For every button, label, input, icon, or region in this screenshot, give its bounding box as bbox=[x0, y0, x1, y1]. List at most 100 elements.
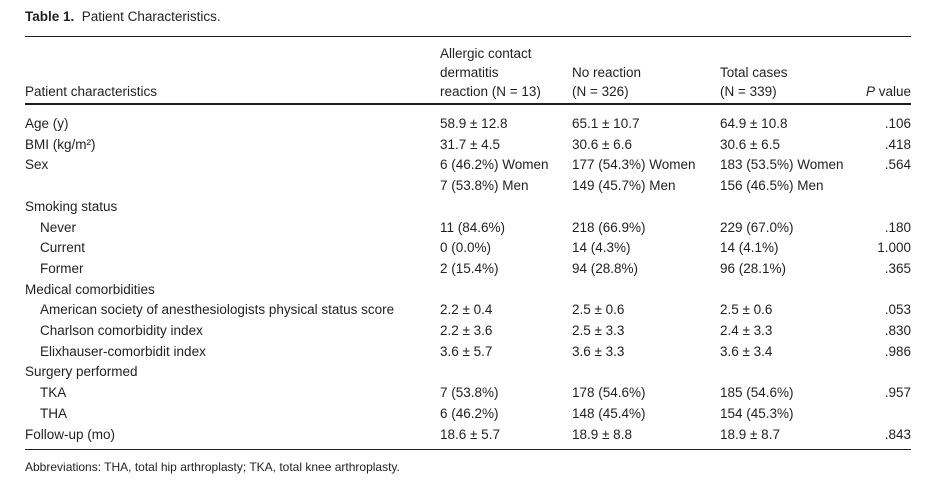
top-rule bbox=[25, 36, 911, 38]
cell-no-reaction: 148 (45.4%) bbox=[572, 405, 646, 421]
header-total-cases: Total cases (N = 339) bbox=[720, 63, 788, 101]
cell-no-reaction: 94 (28.8%) bbox=[572, 260, 639, 276]
cell-allergic: 0 (0.0%) bbox=[440, 240, 492, 256]
row-label: Elixhauser-comorbidit index bbox=[40, 343, 206, 359]
cell-p-value: 1.000 bbox=[877, 240, 911, 256]
cell-total: 30.6 ± 6.5 bbox=[720, 136, 780, 152]
cell-no-reaction: 65.1 ± 10.7 bbox=[572, 116, 640, 131]
table-row: Former 2 (15.4%) 94 (28.8%) 96 (28.1%) .365 bbox=[0, 258, 936, 279]
table-caption: Table 1. Patient Characteristics. bbox=[25, 9, 221, 24]
row-label: Surgery performed bbox=[25, 364, 138, 380]
cell-p-value: .180 bbox=[884, 219, 911, 235]
header-allergic-reaction: Allergic contact dermatitis reaction (N … bbox=[440, 44, 541, 101]
row-label: Age (y) bbox=[25, 116, 69, 131]
cell-p-value: .106 bbox=[884, 116, 911, 131]
header-characteristics: Patient characteristics bbox=[25, 84, 158, 99]
cell-allergic: 58.9 ± 12.8 bbox=[440, 116, 508, 131]
table-row: 7 (53.8%) Men 149 (45.7%) Men 156 (46.5%) … bbox=[0, 175, 936, 196]
header-line: dermatitis bbox=[440, 65, 499, 80]
cell-p-value: .365 bbox=[884, 260, 911, 276]
header-line: Allergic contact bbox=[440, 46, 532, 61]
cell-no-reaction: 14 (4.3%) bbox=[572, 240, 631, 256]
cell-total: 96 (28.1%) bbox=[720, 260, 787, 276]
cell-total: 18.9 ± 8.7 bbox=[720, 426, 780, 442]
cell-total: 64.9 ± 10.8 bbox=[720, 116, 788, 131]
row-label: Former bbox=[40, 260, 84, 276]
table-row: THA 6 (46.2%) 148 (45.4%) 154 (45.3%) bbox=[0, 403, 936, 424]
cell-p-value: .986 bbox=[884, 343, 911, 359]
row-label: TKA bbox=[40, 385, 67, 401]
p-italic: P bbox=[865, 84, 875, 99]
cell-no-reaction: 177 (54.3%) Women bbox=[572, 157, 696, 173]
table-row: Age (y) 58.9 ± 12.8 65.1 ± 10.7 64.9 ± 10.8… bbox=[0, 113, 936, 134]
cell-allergic: 7 (53.8%) Men bbox=[440, 178, 529, 194]
table-label: Table 1. bbox=[25, 9, 75, 24]
cell-total: 14 (4.1%) bbox=[720, 240, 779, 256]
cell-no-reaction: 18.9 ± 8.8 bbox=[572, 426, 632, 442]
table-row: Surgery performed bbox=[0, 361, 936, 382]
header-line: (N = 326) bbox=[572, 84, 629, 99]
table-row: BMI (kg/m²) 31.7 ± 4.5 30.6 ± 6.6 30.6 ± 6.… bbox=[0, 134, 936, 155]
cell-allergic: 11 (84.6%) bbox=[440, 219, 506, 235]
row-label: Charlson comorbidity index bbox=[40, 323, 203, 338]
cell-allergic: 6 (46.2%) Women bbox=[440, 157, 549, 173]
row-label: Sex bbox=[25, 157, 49, 173]
cell-p-value: .053 bbox=[884, 302, 911, 318]
row-label: American society of anesthesiologists ph… bbox=[40, 302, 395, 318]
table-row: Sex 6 (46.2%) Women 177 (54.3%) Women 183 (… bbox=[0, 154, 936, 175]
table-row: Charlson comorbidity index 2.2 ± 3.6 2.5 ±… bbox=[0, 320, 936, 341]
row-label: THA bbox=[40, 405, 67, 421]
header-p-value: P value bbox=[866, 82, 911, 101]
cell-allergic: 2.2 ± 0.4 bbox=[440, 302, 493, 318]
cell-no-reaction: 2.5 ± 0.6 bbox=[572, 302, 625, 318]
row-label: Smoking status bbox=[25, 198, 118, 214]
cell-allergic: 2 (15.4%) bbox=[440, 260, 499, 276]
cell-allergic: 2.2 ± 3.6 bbox=[440, 323, 493, 338]
row-label: BMI (kg/m²) bbox=[25, 136, 96, 152]
cell-p-value: .957 bbox=[884, 385, 911, 401]
cell-no-reaction: 2.5 ± 3.3 bbox=[572, 323, 625, 338]
footnote: Abbreviations: THA, total hip arthroplas… bbox=[25, 460, 400, 474]
row-label: Current bbox=[40, 240, 86, 256]
cell-allergic: 31.7 ± 4.5 bbox=[440, 136, 500, 152]
cell-total: 183 (53.5%) Women bbox=[720, 157, 844, 173]
cell-total: 229 (67.0%) bbox=[720, 219, 794, 235]
header-no-reaction: No reaction (N = 326) bbox=[572, 63, 641, 101]
cell-p-value: .843 bbox=[884, 426, 911, 442]
cell-allergic: 3.6 ± 5.7 bbox=[440, 343, 493, 359]
cell-total: 185 (54.6%) bbox=[720, 385, 794, 401]
cell-allergic: 18.6 ± 5.7 bbox=[440, 426, 500, 442]
bottom-rule bbox=[25, 449, 911, 451]
table-title: Patient Characteristics. bbox=[81, 9, 221, 24]
cell-no-reaction: 218 (66.9%) bbox=[572, 219, 646, 235]
header-rule bbox=[25, 103, 911, 105]
table-row: Never 11 (84.6%) 218 (66.9%) 229 (67.0%) .18… bbox=[0, 217, 936, 238]
cell-allergic: 6 (46.2%) bbox=[440, 405, 499, 421]
row-label: Medical comorbidities bbox=[25, 281, 155, 297]
cell-no-reaction: 149 (45.7%) Men bbox=[572, 178, 676, 194]
header-line: reaction (N = 13) bbox=[440, 84, 541, 99]
cell-total: 2.4 ± 3.3 bbox=[720, 323, 773, 338]
header-line: (N = 339) bbox=[720, 84, 777, 99]
cell-no-reaction: 30.6 ± 6.6 bbox=[572, 136, 632, 152]
cell-no-reaction: 178 (54.6%) bbox=[572, 385, 646, 401]
table-row: Follow-up (mo) 18.6 ± 5.7 18.9 ± 8.8 18.9 ±… bbox=[0, 424, 936, 445]
cell-total: 2.5 ± 0.6 bbox=[720, 302, 773, 318]
cell-p-value: .564 bbox=[884, 157, 911, 173]
cell-no-reaction: 3.6 ± 3.3 bbox=[572, 343, 625, 359]
row-label: Follow-up (mo) bbox=[25, 426, 116, 442]
cell-total: 154 (45.3%) bbox=[720, 405, 794, 421]
table-row: Smoking status bbox=[0, 196, 936, 217]
cell-total: 156 (46.5%) Men bbox=[720, 178, 824, 194]
table-row: American society of anesthesiologists ph… bbox=[0, 299, 936, 320]
p-rest: value bbox=[874, 84, 911, 99]
table-row: Current 0 (0.0%) 14 (4.3%) 14 (4.1%) 1.000 bbox=[0, 237, 936, 258]
cell-p-value: .830 bbox=[884, 323, 911, 338]
cell-allergic: 7 (53.8%) bbox=[440, 385, 499, 401]
cell-p-value: .418 bbox=[884, 136, 911, 152]
row-label: Never bbox=[40, 219, 77, 235]
table-row: Medical comorbidities bbox=[0, 279, 936, 300]
cell-total: 3.6 ± 3.4 bbox=[720, 343, 773, 359]
header-line: No reaction bbox=[572, 65, 642, 80]
header-line: Total cases bbox=[720, 65, 788, 80]
